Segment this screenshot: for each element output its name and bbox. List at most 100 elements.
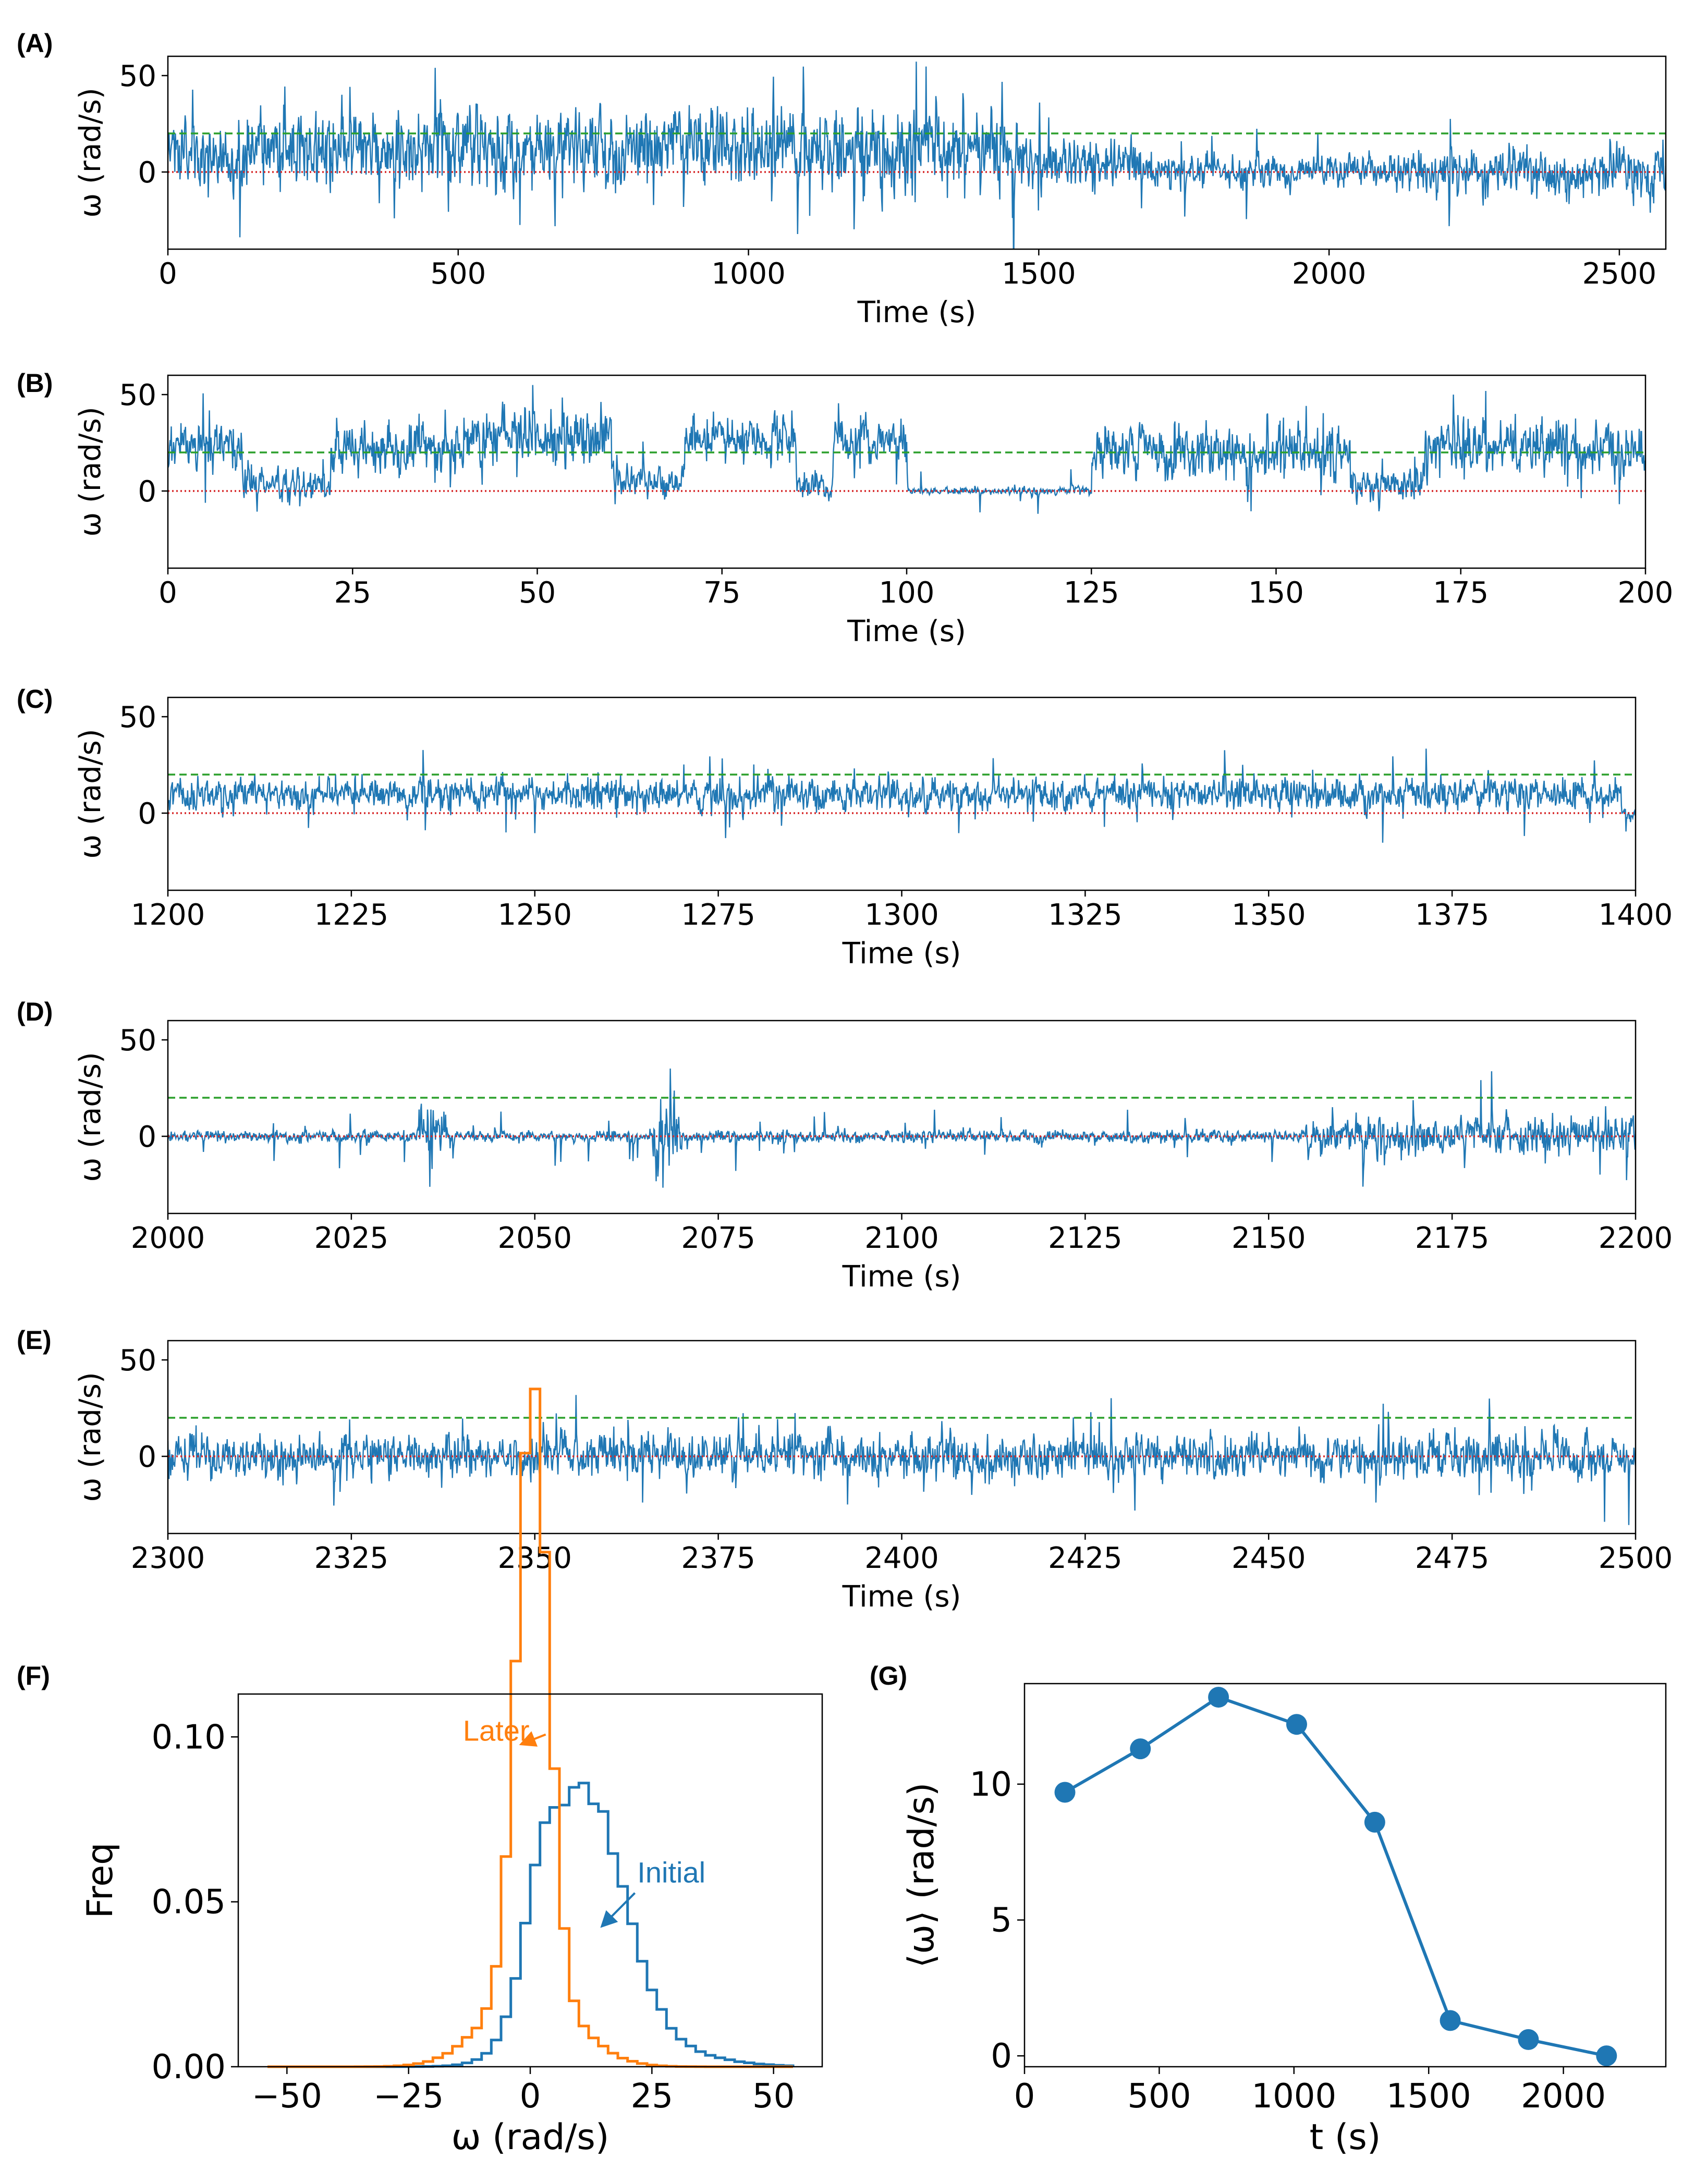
panel-label: (G): [870, 1661, 907, 1690]
x-tick-label: 125: [1064, 576, 1119, 610]
panel-label: (A): [17, 29, 53, 58]
x-tick-label: 2000: [1521, 2077, 1606, 2116]
y-tick-label: 50: [119, 701, 156, 734]
mean-omega-point: [1208, 1687, 1229, 1708]
x-tick-label: 25: [334, 576, 371, 610]
x-axis-label: Time (s): [857, 296, 977, 329]
panel-label: (D): [17, 997, 53, 1026]
y-tick-label: 0: [138, 797, 156, 831]
panel-a: 0 500 1000 1500 2000 2500 0 50 Time (s) ω (rad/s)…: [17, 29, 1667, 329]
panel-c: 1200 1225 1250 1275 1300 1325 1350 1375 1400 0 50 T…: [17, 684, 1673, 971]
x-axis-label: Time (s): [847, 615, 966, 648]
omega-trace-line: [168, 1068, 1636, 1188]
x-tick-label: 1375: [1415, 898, 1490, 932]
x-tick-label: 2125: [1048, 1221, 1123, 1255]
y-axis-label: Freq: [80, 1843, 121, 1919]
y-axis-label: ω (rad/s): [74, 729, 107, 858]
y-tick-label: 0.05: [152, 1883, 226, 1922]
x-tick-label: 1000: [711, 257, 786, 291]
x-tick-label: 2375: [681, 1541, 755, 1575]
x-tick-label: 25: [631, 2077, 673, 2116]
panel-d: 2000 2025 2050 2075 2100 2125 2150 2175 2200 0 50 T…: [17, 997, 1673, 1294]
annotation-arrow: [519, 1731, 546, 1747]
mean-omega-point: [1286, 1714, 1307, 1735]
y-tick-label: 50: [119, 59, 156, 93]
x-tick-label: −25: [373, 2077, 444, 2116]
x-tick-label: 0: [520, 2077, 541, 2116]
x-tick-label: 2500: [1599, 1541, 1673, 1575]
y-tick-label: 0.00: [152, 2048, 226, 2087]
x-tick-label: 1400: [1599, 898, 1673, 932]
x-tick-label: 150: [1248, 576, 1304, 610]
x-tick-label: 2075: [681, 1221, 755, 1255]
mean-omega-point: [1130, 1738, 1151, 1760]
y-tick-label: 5: [991, 1901, 1012, 1940]
annotation-later: Later: [463, 1714, 530, 1747]
mean-omega-point: [1440, 2010, 1461, 2031]
x-tick-label: 100: [879, 576, 935, 610]
y-axis-label: ω (rad/s): [74, 1052, 107, 1182]
x-tick-label: 75: [703, 576, 740, 610]
x-axis-label: ω (rad/s): [452, 2117, 609, 2158]
panel-label: (F): [17, 1661, 50, 1690]
x-tick-label: 1200: [131, 898, 205, 932]
x-tick-label: 2000: [131, 1221, 205, 1255]
x-tick-label: 1225: [314, 898, 389, 932]
omega-trace-line: [168, 1395, 1636, 1525]
panel-label: (B): [17, 369, 53, 398]
mean-omega-point: [1364, 1811, 1385, 1833]
x-tick-label: 2350: [497, 1541, 572, 1575]
x-tick-label: 1300: [864, 898, 939, 932]
panel-g: 0 500 1000 1500 2000 0 5 10 t (s) ⟨ω⟩ (rad/s) (G): [870, 1661, 1667, 2158]
y-tick-label: 0.10: [152, 1718, 226, 1757]
y-tick-label: 50: [119, 1344, 156, 1378]
x-tick-label: 2050: [497, 1221, 572, 1255]
x-tick-label: 2400: [864, 1541, 939, 1575]
y-tick-label: 0: [138, 475, 156, 509]
x-tick-label: 50: [519, 576, 556, 610]
y-axis-label: ω (rad/s): [74, 1372, 107, 1502]
annotation-arrow: [600, 1892, 636, 1928]
mean-omega-point: [1596, 2045, 1617, 2067]
x-tick-label: 1325: [1048, 898, 1123, 932]
x-tick-label: 1000: [1251, 2077, 1336, 2116]
panel-b: 0 25 50 75 100 125 150 175 200 0 50 Time (s) ω (rad/…: [17, 369, 1673, 648]
x-tick-label: 1250: [497, 898, 572, 932]
x-axis-label: t (s): [1310, 2117, 1381, 2158]
x-axis-label: Time (s): [842, 1580, 961, 1614]
x-tick-label: 2450: [1231, 1541, 1306, 1575]
panel-e: 2300 2325 2350 2375 2400 2425 2450 2475 2500 0 50 T…: [17, 1326, 1673, 1614]
x-axis-label: Time (s): [842, 937, 961, 971]
y-axis-label: ω (rad/s): [74, 407, 107, 536]
x-tick-label: 0: [1014, 2077, 1035, 2116]
x-axis-label: Time (s): [842, 1260, 961, 1294]
mean-omega-line: [1064, 1695, 1607, 2058]
x-tick-label: 2325: [314, 1541, 389, 1575]
y-axis-label: ⟨ω⟩ (rad/s): [901, 1783, 942, 1968]
x-tick-label: 2175: [1415, 1221, 1490, 1255]
omega-trace-line: [168, 749, 1636, 843]
x-tick-label: 500: [430, 257, 486, 291]
x-tick-label: 500: [1127, 2077, 1191, 2116]
panel-label: (C): [17, 684, 53, 714]
y-tick-label: 0: [138, 156, 156, 190]
x-tick-label: 0: [158, 257, 177, 291]
x-tick-label: 2200: [1599, 1221, 1673, 1255]
omega-trace-line: [168, 62, 1666, 249]
x-tick-label: 2150: [1231, 1221, 1306, 1255]
axes-frame: [167, 55, 1667, 250]
x-tick-label: 2500: [1582, 257, 1657, 291]
x-tick-label: 2475: [1415, 1541, 1490, 1575]
x-tick-label: 0: [158, 576, 177, 610]
x-tick-label: 2300: [131, 1541, 205, 1575]
y-tick-label: 0: [138, 1120, 156, 1154]
x-tick-label: 2425: [1048, 1541, 1123, 1575]
y-tick-label: 0: [991, 2037, 1012, 2076]
x-tick-label: 1500: [1002, 257, 1076, 291]
mean-omega-point: [1518, 2029, 1539, 2050]
panel-f: −50 −25 0 25 50 0.00 0.05 0.10 ω (rad/s) Freq Late…: [17, 1388, 823, 2158]
x-tick-label: 2000: [1292, 257, 1367, 291]
axes-frame: [1023, 1683, 1667, 2068]
